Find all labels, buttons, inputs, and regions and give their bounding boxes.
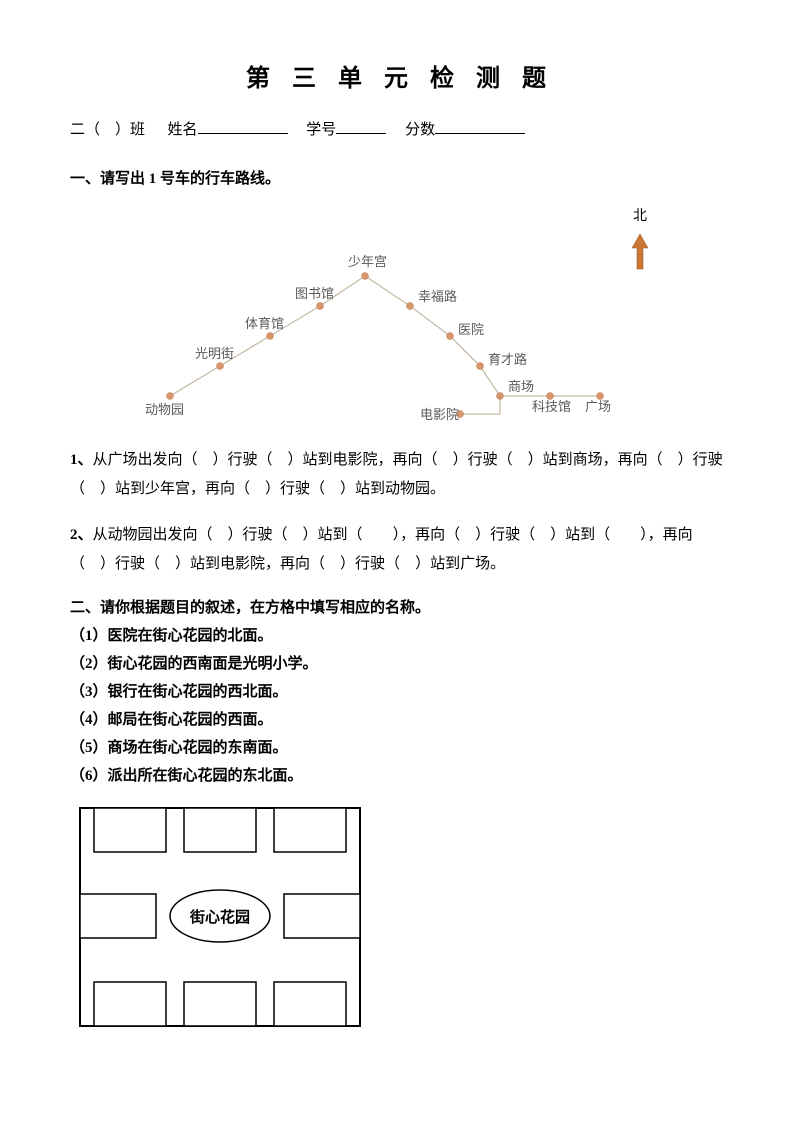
route-diagram: 北 动物园 光明街 体育馆 图书馆 少年宫 幸福路 医院 育才路 [70,206,730,426]
q2-t11: ）站到广场。 [415,556,505,572]
score-blank [435,133,525,134]
node-library: 图书馆 [295,286,334,301]
name-label: 姓名 [168,122,198,138]
header-line: 二（ ）班 姓名 学号 分数 [70,118,730,142]
page-title: 第 三 单 元 检 测 题 [70,60,730,98]
id-label: 学号 [306,122,336,138]
q2-t8: ）行驶（ [100,556,160,572]
section2-heading: 二、请你根据题目的叙述，在方格中填写相应的名称。 [70,596,730,620]
node-xingfu: 幸福路 [418,289,457,304]
north-indicator: 北 [630,206,650,273]
q1-t8: ）行驶（ [265,481,325,497]
q1-t7: ）站到少年宫，再向（ [100,481,250,497]
q1-num: 1、 [70,452,93,468]
section2-item-3: （3）银行在街心花园的西北面。 [70,680,730,704]
node-mall: 商场 [508,379,534,394]
q1-t1: 从广场出发向（ [93,452,198,468]
q1-t3: ）站到电影院，再向（ [288,452,438,468]
q1-t5: ）站到商场，再向（ [528,452,663,468]
north-arrow-icon [630,234,650,274]
q1-t2: ）行驶（ [213,452,273,468]
q2-t10: ）行驶（ [340,556,400,572]
class-suffix: ）班 [115,122,145,138]
section2-item-1: （1）医院在街心花园的北面。 [70,624,730,648]
class-prefix: 二（ [70,122,100,138]
node-cinema: 电影院 [420,407,459,422]
q2-t3: ）站到（ [303,527,363,543]
section2-item-5: （5）商场在街心花园的东南面。 [70,736,730,760]
q2-t9: ）站到电影院，再向（ [175,556,325,572]
section1-heading: 一、请写出 1 号车的行车路线。 [70,167,730,191]
node-hospital: 医院 [458,322,484,337]
section2-item-4: （4）邮局在街心花园的西面。 [70,708,730,732]
grid-diagram: 街心花园 [70,798,730,1046]
question-1: 1、从广场出发向（ ）行驶（ ）站到电影院，再向（ ）行驶（ ）站到商场，再向（… [70,446,730,503]
q2-t1: 从动物园出发向（ [93,527,213,543]
node-plaza: 广场 [585,399,611,414]
node-youth: 少年宫 [348,254,387,269]
node-gym: 体育馆 [245,316,284,331]
q2-t6: ）站到（ [550,527,610,543]
q1-t9: ）站到动物园。 [340,481,445,497]
node-guangming: 光明街 [195,346,234,361]
node-zoo: 动物园 [145,402,184,417]
q1-t4: ）行驶（ [453,452,513,468]
section2-item-6: （6）派出所在街心花园的东北面。 [70,764,730,788]
question-2: 2、从动物园出发向（ ）行驶（ ）站到（ ），再向（ ）行驶（ ）站到（ ），再… [70,521,730,578]
id-blank [336,133,386,134]
node-science: 科技馆 [532,399,571,414]
name-blank [198,133,288,134]
node-yucai: 育才路 [488,352,527,367]
north-label: 北 [633,209,647,224]
q2-t5: ）行驶（ [475,527,535,543]
q2-t4: ），再向（ [393,527,461,543]
q2-num: 2、 [70,527,93,543]
score-label: 分数 [405,122,435,138]
route-map: 动物园 光明街 体育馆 图书馆 少年宫 幸福路 医院 育才路 商场 电影院 科技… [130,236,630,426]
section2-item-2: （2）街心花园的西南面是光明小学。 [70,652,730,676]
center-label: 街心花园 [189,908,250,926]
q2-t2: ）行驶（ [228,527,288,543]
grid-svg: 街心花园 [70,798,370,1038]
